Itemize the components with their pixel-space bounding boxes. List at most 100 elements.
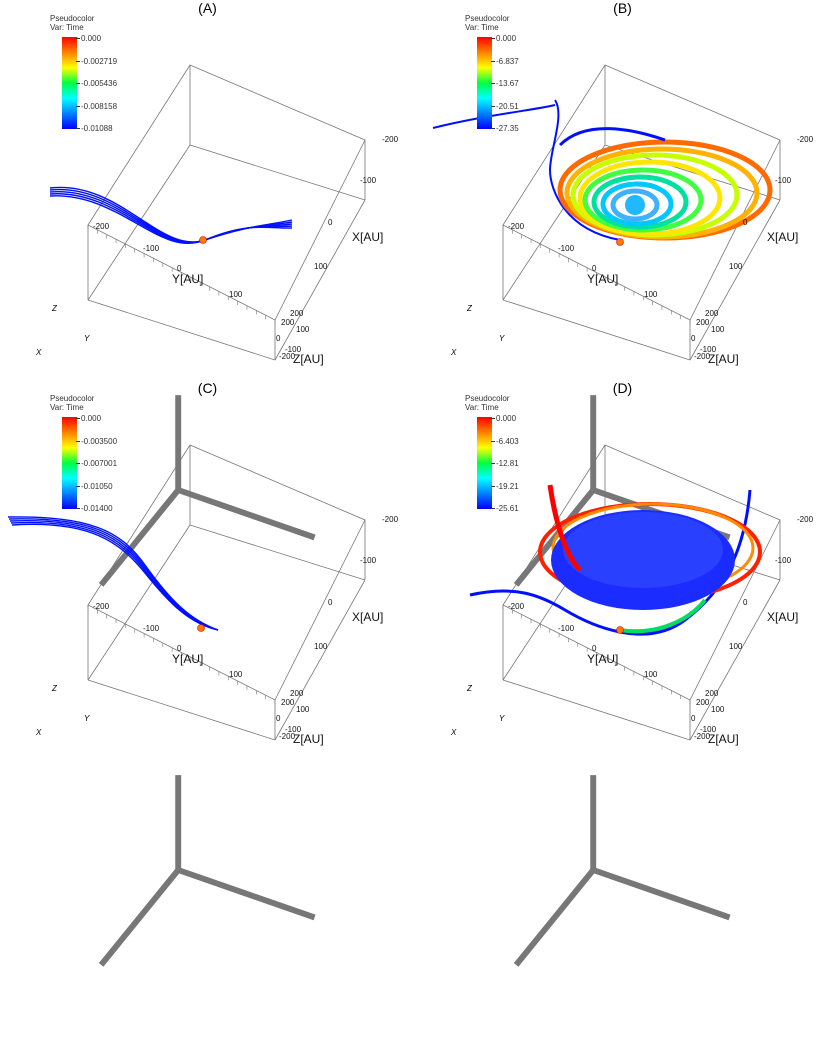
z-tick: 100 bbox=[296, 705, 310, 714]
y-tick: 100 bbox=[644, 670, 658, 679]
inflow-stream bbox=[432, 104, 556, 129]
colorbar-tick-label: 0.000 bbox=[76, 34, 101, 43]
triad-x: X bbox=[451, 348, 457, 357]
legend-title: Pseudocolor bbox=[465, 394, 510, 403]
inflow-stream bbox=[548, 99, 621, 241]
colorbar-tick-label: -0.01400 bbox=[76, 504, 113, 513]
y-axis-label: Y[AU] bbox=[587, 272, 619, 286]
triad-z: Z bbox=[467, 684, 472, 693]
x-tick: 100 bbox=[314, 262, 328, 271]
bounding-box-edge bbox=[274, 199, 366, 361]
disk-inner bbox=[563, 512, 723, 588]
z-tick: 200 bbox=[281, 318, 295, 327]
colorbar-tick-label: -0.007001 bbox=[76, 459, 117, 468]
z-tick: -200 bbox=[694, 732, 711, 741]
triad-x: X bbox=[36, 348, 42, 357]
colorbar-legend: Pseudocolor Var: Time 0.000 -6.837 -13.67 -20… bbox=[465, 14, 519, 133]
trajectory-strand bbox=[49, 193, 293, 244]
bounding-box-edge bbox=[87, 444, 366, 701]
x-tick: -100 bbox=[360, 176, 377, 185]
y-tick: -100 bbox=[558, 244, 575, 253]
panel-label: (A) bbox=[198, 0, 217, 16]
z-tick: 200 bbox=[281, 698, 295, 707]
x-tick: -100 bbox=[775, 176, 792, 185]
x-tick: -200 bbox=[797, 135, 814, 144]
colorbar bbox=[477, 417, 492, 509]
colorbar-tick-label: -0.01088 bbox=[76, 124, 113, 133]
colorbar-legend: Pseudocolor Var: Time 0.000 -6.403 -12.81 -19… bbox=[465, 394, 519, 513]
colorbar-tick-label: -6.403 bbox=[491, 437, 519, 446]
x-axis-label: X[AU] bbox=[767, 230, 799, 244]
orbit-ring bbox=[577, 159, 723, 237]
orientation-triad: Z Y X bbox=[445, 680, 731, 967]
triad-axes bbox=[98, 395, 316, 587]
y-tick: 0 bbox=[592, 644, 597, 653]
panel-b: (B) Pseudocolor Var: Time 0.000 -6.837 -13.67… bbox=[415, 0, 830, 587]
plot-3d-box bbox=[469, 444, 781, 741]
z-tick: 200 bbox=[696, 318, 710, 327]
z-axis-label: Z[AU] bbox=[708, 352, 739, 366]
triad-y: Y bbox=[499, 334, 505, 343]
bounding-box-edge bbox=[87, 524, 191, 681]
x-axis-label: X[AU] bbox=[767, 610, 799, 624]
star-marker bbox=[616, 238, 624, 246]
bounding-box-edge bbox=[689, 199, 781, 361]
star-marker bbox=[197, 624, 205, 632]
legend-title: Pseudocolor bbox=[465, 14, 510, 23]
trajectory-strand bbox=[10, 521, 219, 631]
y-tick: 0 bbox=[592, 264, 597, 273]
triad-y: Y bbox=[84, 334, 90, 343]
orbit-ring bbox=[619, 598, 707, 634]
z-tick: 0 bbox=[691, 714, 696, 723]
y-tick: 0 bbox=[177, 264, 182, 273]
colorbar-tick-label: -0.008158 bbox=[76, 102, 117, 111]
colorbar-tick-label: -13.67 bbox=[491, 79, 519, 88]
orientation-triad: Z Y X bbox=[445, 300, 731, 587]
triad-axes bbox=[98, 775, 316, 967]
triad-z: Z bbox=[52, 304, 57, 313]
x-tick: -100 bbox=[360, 556, 377, 565]
x-tick: 0 bbox=[328, 218, 333, 227]
z-tick: -200 bbox=[279, 352, 296, 361]
x-tick: -100 bbox=[775, 556, 792, 565]
z-tick: 100 bbox=[296, 325, 310, 334]
triad-y: Y bbox=[499, 714, 505, 723]
orbit-ring bbox=[558, 127, 666, 147]
x-tick: -200 bbox=[382, 515, 399, 524]
colorbar-tick-label: 0.000 bbox=[491, 414, 516, 423]
y-tick: 100 bbox=[229, 290, 243, 299]
colorbar-legend: Pseudocolor Var: Time 0.000 -0.002719 -0.005… bbox=[50, 14, 117, 133]
y-tick: -200 bbox=[508, 602, 525, 611]
trajectory-strand bbox=[49, 191, 293, 244]
star-marker bbox=[199, 236, 207, 244]
triad-axes bbox=[513, 775, 731, 967]
colorbar-tick-label: -0.002719 bbox=[76, 57, 117, 66]
bounding-box-edge bbox=[274, 579, 366, 741]
z-tick: 0 bbox=[276, 334, 281, 343]
x-tick: 0 bbox=[328, 598, 333, 607]
panel-label: (B) bbox=[613, 0, 632, 16]
panel-a: (A) Pseudocolor Var: Time 0.000 -0.002719 -0.… bbox=[0, 0, 415, 587]
x-tick: 200 bbox=[290, 309, 304, 318]
z-tick: 100 bbox=[711, 325, 725, 334]
trajectory-strand bbox=[49, 195, 293, 245]
y-tick: -100 bbox=[558, 624, 575, 633]
bounding-box-edge bbox=[502, 679, 691, 741]
x-tick: -200 bbox=[382, 135, 399, 144]
x-tick: 100 bbox=[729, 642, 743, 651]
panel-label: (D) bbox=[612, 380, 633, 396]
panel-c: (C) Pseudocolor Var: Time 0.000 -0.003500 -0.… bbox=[0, 380, 415, 967]
colorbar-tick-label: -0.01050 bbox=[76, 482, 113, 491]
z-tick: 0 bbox=[691, 334, 696, 343]
x-tick: -200 bbox=[797, 515, 814, 524]
colorbar-tick-label: -0.005436 bbox=[76, 79, 117, 88]
bounding-box-edge bbox=[189, 524, 366, 581]
colorbar-tick-label: -12.81 bbox=[491, 459, 519, 468]
y-axis-label: Y[AU] bbox=[172, 272, 204, 286]
colorbar-tick-label: 0.000 bbox=[76, 414, 101, 423]
colorbar bbox=[62, 417, 77, 509]
x-tick: 0 bbox=[743, 218, 748, 227]
panel-label: (C) bbox=[197, 380, 218, 396]
y-tick: -200 bbox=[93, 602, 110, 611]
plot-3d-box bbox=[49, 64, 366, 361]
